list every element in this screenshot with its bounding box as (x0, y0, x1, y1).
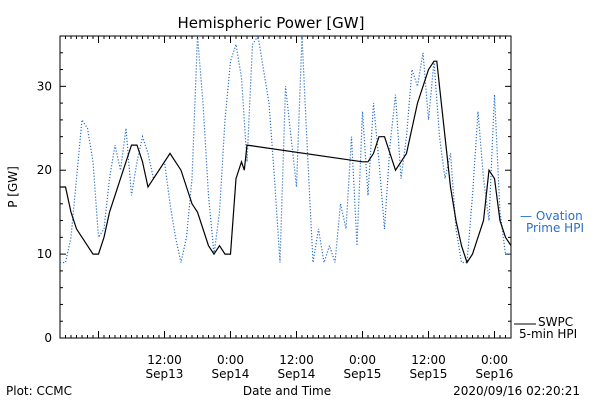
legend-swpc-line2: 5-min HPI (519, 327, 577, 341)
y-tick-label: 30 (37, 79, 52, 93)
y-tick-label: 10 (37, 247, 52, 261)
x-tick-date-label: Sep13 (146, 367, 184, 381)
plot-frame (59, 35, 512, 339)
x-tick-time-label: 12:00 (411, 353, 446, 367)
x-tick-date-label: Sep14 (212, 367, 250, 381)
chart-title: Hemispheric Power [GW] (178, 14, 365, 32)
x-tick-time-label: 0:00 (481, 353, 508, 367)
x-tick-date-label: Sep14 (278, 367, 316, 381)
footer-plot-credit: Plot: CCMC (6, 384, 72, 398)
x-tick-time-label: 12:00 (147, 353, 182, 367)
y-axis-label: P [GW] (6, 166, 20, 208)
series-line-ovation (60, 34, 511, 264)
x-tick-time-label: 0:00 (217, 353, 244, 367)
x-tick-time-label: 12:00 (279, 353, 314, 367)
y-axis: 0 10 20 30 (37, 35, 511, 345)
legend: — Ovation Prime HPI SWPC 5-min HPI (514, 209, 584, 341)
legend-ovation-line2: Prime HPI (526, 221, 584, 235)
x-axis: 12:00Sep130:00Sep1412:00Sep140:00Sep1512… (65, 36, 514, 381)
x-tick-date-label: Sep15 (410, 367, 448, 381)
x-tick-time-label: 0:00 (349, 353, 376, 367)
footer-timestamp: 2020/09/16 02:20:21 (453, 384, 580, 398)
y-tick-label: 20 (37, 163, 52, 177)
series-line-swpc (60, 60, 512, 264)
x-axis-label: Date and Time (243, 384, 331, 398)
legend-ovation-line1: — Ovation (520, 209, 583, 223)
legend-swpc-line1: SWPC (538, 315, 573, 329)
y-tick-label: 0 (44, 331, 52, 345)
x-tick-date-label: Sep16 (476, 367, 514, 381)
x-tick-date-label: Sep15 (344, 367, 382, 381)
series-layer (60, 34, 512, 264)
